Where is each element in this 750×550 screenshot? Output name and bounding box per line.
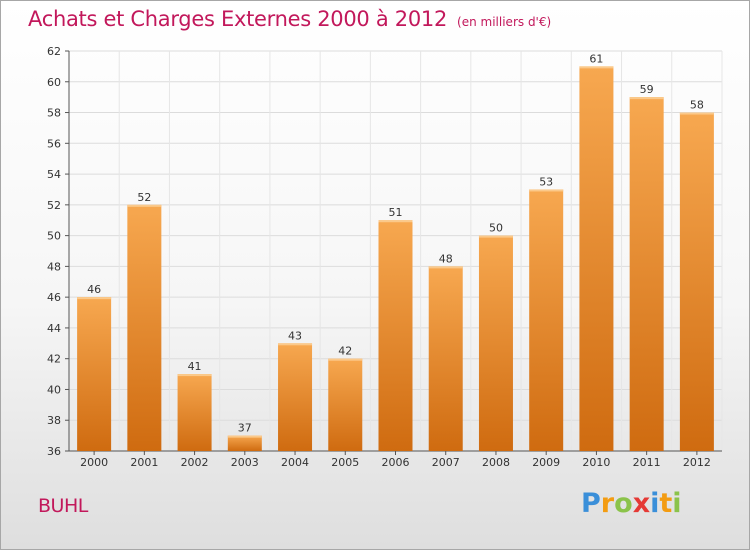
x-tick-label: 2004 xyxy=(281,456,309,469)
brand-letter: t xyxy=(659,488,673,519)
bar-value-label: 58 xyxy=(690,99,704,112)
bar-top-edge xyxy=(679,112,714,115)
bar-top-edge xyxy=(579,66,614,69)
x-tick-label: 2003 xyxy=(231,456,259,469)
bar-top-edge xyxy=(428,266,463,269)
bar xyxy=(378,220,413,451)
bar xyxy=(127,204,162,451)
brand-letter: x xyxy=(632,488,651,519)
bar-top-edge xyxy=(127,204,162,207)
bar-value-label: 42 xyxy=(338,345,352,358)
bar xyxy=(679,112,714,452)
bar-value-label: 41 xyxy=(188,360,202,373)
bar-value-label: 46 xyxy=(87,283,101,296)
x-tick-label: 2005 xyxy=(331,456,359,469)
x-tick-label: 2002 xyxy=(181,456,209,469)
bar-value-label: 50 xyxy=(489,222,503,235)
brand-letter: P xyxy=(581,488,601,519)
y-tick-label: 42 xyxy=(47,353,61,366)
bar-top-edge xyxy=(328,358,363,361)
y-tick-label: 60 xyxy=(47,76,61,89)
brand-letter: i xyxy=(650,488,660,519)
bar-top-edge xyxy=(227,435,262,438)
y-tick-label: 40 xyxy=(47,383,61,396)
x-tick-label: 2000 xyxy=(80,456,108,469)
y-tick-label: 58 xyxy=(47,107,61,120)
bar xyxy=(278,343,313,451)
y-tick-label: 36 xyxy=(47,445,61,458)
bar-top-edge xyxy=(177,374,212,377)
chart-subtitle: (en milliers d'€) xyxy=(457,15,552,29)
x-tick-label: 2006 xyxy=(382,456,410,469)
brand-letter: r xyxy=(600,488,615,519)
x-tick-label: 2010 xyxy=(582,456,610,469)
x-tick-label: 2012 xyxy=(683,456,711,469)
bar xyxy=(227,435,262,451)
bar xyxy=(529,189,564,451)
region-label: BUHL xyxy=(38,495,88,517)
x-tick-label: 2008 xyxy=(482,456,510,469)
y-tick-label: 48 xyxy=(47,260,61,273)
chart-title: Achats et Charges Externes 2000 à 2012 xyxy=(28,7,448,31)
labels: 36 38 40 42 44 46 48 50 52 54 56 58 60 62 46 2000 52 2001… xyxy=(47,45,711,469)
y-tick-label: 56 xyxy=(47,137,61,150)
brand-logo[interactable]: Proxiti xyxy=(581,488,682,519)
bar xyxy=(428,266,463,451)
brand-letter: i xyxy=(672,488,682,519)
bar-value-label: 52 xyxy=(137,191,151,204)
bar-top-edge xyxy=(478,235,513,238)
bar-top-edge xyxy=(629,97,664,100)
bars xyxy=(77,66,714,452)
x-tick-label: 2007 xyxy=(432,456,460,469)
x-tick-label: 2001 xyxy=(130,456,158,469)
bar xyxy=(629,97,664,452)
y-tick-label: 62 xyxy=(47,45,61,58)
bar xyxy=(579,66,614,451)
bar-value-label: 48 xyxy=(439,252,453,265)
bar xyxy=(77,297,112,451)
y-tick-label: 46 xyxy=(47,291,61,304)
x-tick-label: 2009 xyxy=(532,456,560,469)
bar-value-label: 53 xyxy=(539,175,553,188)
x-tick-label: 2011 xyxy=(633,456,661,469)
bar-value-label: 43 xyxy=(288,329,302,342)
bar-top-edge xyxy=(278,343,313,346)
bar-value-label: 61 xyxy=(589,52,603,65)
bar xyxy=(177,374,212,451)
bar xyxy=(478,235,513,451)
bar-top-edge xyxy=(378,220,413,223)
y-tick-label: 50 xyxy=(47,230,61,243)
y-tick-label: 52 xyxy=(47,199,61,212)
y-tick-label: 38 xyxy=(47,414,61,427)
bar-value-label: 37 xyxy=(238,422,252,435)
title-row: Achats et Charges Externes 2000 à 2012 (e… xyxy=(28,7,551,31)
bar-value-label: 51 xyxy=(389,206,403,219)
bar-value-label: 59 xyxy=(640,83,654,96)
bar-top-edge xyxy=(77,297,112,300)
brand-letter: o xyxy=(614,488,633,519)
bar-top-edge xyxy=(529,189,564,192)
y-tick-label: 44 xyxy=(47,322,61,335)
y-tick-label: 54 xyxy=(47,168,61,181)
bar xyxy=(328,358,363,451)
